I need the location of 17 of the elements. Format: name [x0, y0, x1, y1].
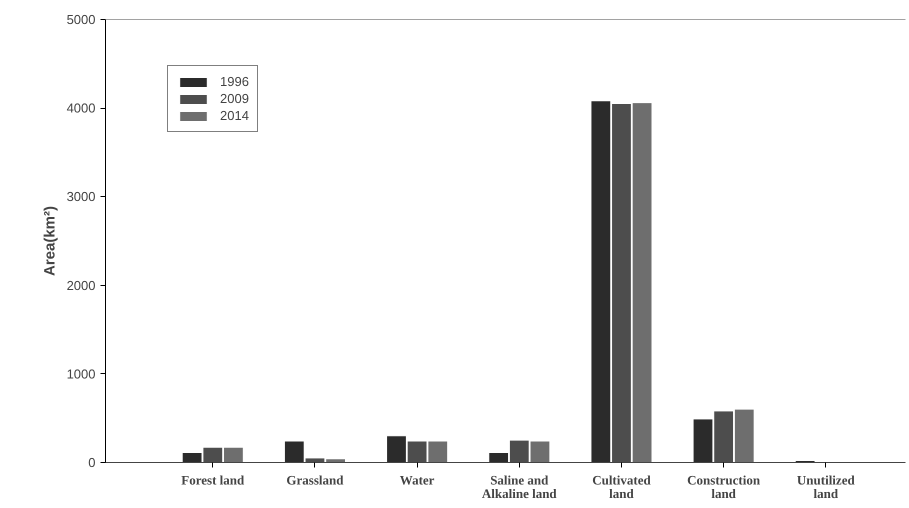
- legend-label: 1996: [220, 74, 249, 89]
- legend-label: 2014: [220, 108, 249, 123]
- y-tick-label: 3000: [66, 189, 96, 204]
- x-tick-label: Unutilized land: [796, 472, 856, 501]
- y-tick-label: 0: [88, 455, 96, 470]
- x-tick-label: Cultivated land: [592, 472, 652, 501]
- x-tick-label: Forest land: [181, 472, 246, 488]
- y-tick-label: 1000: [66, 366, 96, 382]
- x-tick-label: Water: [400, 472, 435, 488]
- y-tick-label: 2000: [66, 278, 96, 293]
- legend-label: 2009: [220, 91, 249, 106]
- y-axis-title: Area(km²): [42, 206, 59, 276]
- y-tick-label: 5000: [66, 12, 96, 27]
- x-tick-label: Grassland: [286, 472, 344, 488]
- y-tick-label: 4000: [66, 100, 96, 116]
- x-tick-label: Construction land: [687, 472, 761, 501]
- x-tick-label: Saline and Alkaline land: [482, 472, 558, 501]
